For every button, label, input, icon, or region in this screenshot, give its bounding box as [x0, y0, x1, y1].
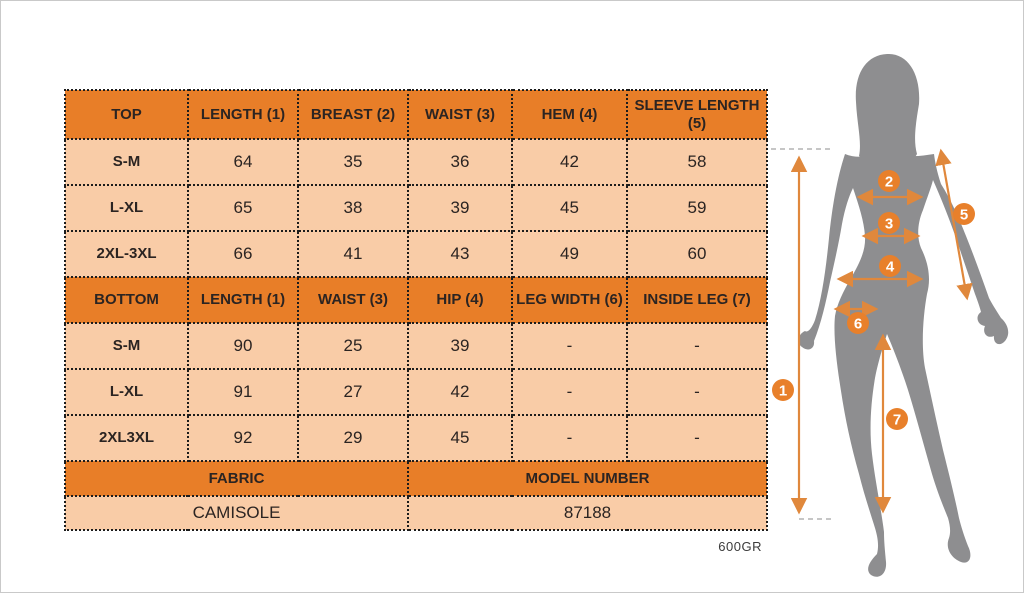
- header-cell: SLEEVE LENGTH (5): [626, 89, 768, 140]
- info-header-row: FABRIC MODEL NUMBER: [64, 460, 768, 497]
- header-cell: MODEL NUMBER: [407, 460, 768, 497]
- footnote: 600GR: [718, 539, 762, 554]
- value-cell: -: [511, 322, 628, 370]
- badge-1-label: 1: [779, 382, 787, 399]
- header-cell: WAIST (3): [407, 89, 513, 140]
- silhouette-body: [798, 132, 1009, 577]
- value-cell: 36: [407, 138, 513, 186]
- table-row: 2XL-3XL 66 41 43 49 60: [64, 230, 768, 278]
- size-cell: 2XL-3XL: [64, 230, 189, 278]
- bottom-header-row: BOTTOM LENGTH (1) WAIST (3) HIP (4) LEG …: [64, 276, 768, 324]
- value-cell: 49: [511, 230, 628, 278]
- table-row: 2XL3XL 92 29 45 - -: [64, 414, 768, 462]
- badge-6: 6: [847, 312, 869, 334]
- badge-5: 5: [953, 203, 975, 225]
- size-cell: 2XL3XL: [64, 414, 189, 462]
- value-cell: 91: [187, 368, 299, 416]
- header-cell: WAIST (3): [297, 276, 409, 324]
- badge-6-label: 6: [854, 315, 862, 332]
- arrow-sleeve-5: [935, 148, 973, 301]
- badge-3-label: 3: [885, 215, 893, 232]
- table-row: S-M 90 25 39 - -: [64, 322, 768, 370]
- value-cell: -: [511, 368, 628, 416]
- badge-5-label: 5: [960, 206, 968, 223]
- value-cell: 42: [407, 368, 513, 416]
- table-row: L-XL 65 38 39 45 59: [64, 184, 768, 232]
- badge-7-label: 7: [893, 411, 901, 428]
- measurement-figure: 1 2 3 4 5: [771, 46, 1021, 591]
- value-cell: 58: [626, 138, 768, 186]
- value-cell: 29: [297, 414, 409, 462]
- measurement-arrows: [790, 148, 973, 515]
- silhouette-head: [855, 53, 920, 166]
- badge-7: 7: [886, 408, 908, 430]
- value-cell: -: [626, 368, 768, 416]
- value-cell: -: [626, 322, 768, 370]
- value-cell: 43: [407, 230, 513, 278]
- measurement-figure-svg: 1 2 3 4 5: [771, 53, 1009, 577]
- badge-4: 4: [879, 255, 901, 277]
- value-cell: 60: [626, 230, 768, 278]
- value-cell: 35: [297, 138, 409, 186]
- size-chart-table: TOP LENGTH (1) BREAST (2) WAIST (3) HEM …: [64, 89, 768, 531]
- header-cell: HEM (4): [511, 89, 628, 140]
- table-row: S-M 64 35 36 42 58: [64, 138, 768, 186]
- value-cell: 41: [297, 230, 409, 278]
- model-number-cell: 87188: [407, 495, 768, 531]
- badge-3: 3: [878, 212, 900, 234]
- header-cell: INSIDE LEG (7): [626, 276, 768, 324]
- value-cell: 45: [407, 414, 513, 462]
- value-cell: 27: [297, 368, 409, 416]
- value-cell: 92: [187, 414, 299, 462]
- header-cell: BREAST (2): [297, 89, 409, 140]
- size-cell: L-XL: [64, 368, 189, 416]
- measurement-badges: 1 2 3 4 5: [772, 170, 975, 430]
- header-cell: FABRIC: [64, 460, 409, 497]
- header-cell: BOTTOM: [64, 276, 189, 324]
- header-cell: LENGTH (1): [187, 276, 299, 324]
- value-cell: 90: [187, 322, 299, 370]
- badge-4-label: 4: [886, 258, 895, 275]
- top-header-row: TOP LENGTH (1) BREAST (2) WAIST (3) HEM …: [64, 89, 768, 140]
- header-cell: LENGTH (1): [187, 89, 299, 140]
- value-cell: 38: [297, 184, 409, 232]
- badge-2-label: 2: [885, 173, 893, 190]
- header-cell: TOP: [64, 89, 189, 140]
- header-cell: LEG WIDTH (6): [511, 276, 628, 324]
- size-cell: L-XL: [64, 184, 189, 232]
- value-cell: -: [626, 414, 768, 462]
- female-silhouette: [798, 53, 1009, 577]
- size-cell: S-M: [64, 322, 189, 370]
- value-cell: 45: [511, 184, 628, 232]
- fabric-value-cell: CAMISOLE: [64, 495, 409, 531]
- value-cell: 65: [187, 184, 299, 232]
- value-cell: 66: [187, 230, 299, 278]
- badge-2: 2: [878, 170, 900, 192]
- size-cell: S-M: [64, 138, 189, 186]
- table-row: L-XL 91 27 42 - -: [64, 368, 768, 416]
- value-cell: -: [511, 414, 628, 462]
- value-cell: 59: [626, 184, 768, 232]
- badge-1: 1: [772, 379, 794, 401]
- value-cell: 39: [407, 322, 513, 370]
- value-cell: 25: [297, 322, 409, 370]
- info-value-row: CAMISOLE 87188: [64, 495, 768, 531]
- value-cell: 64: [187, 138, 299, 186]
- value-cell: 39: [407, 184, 513, 232]
- value-cell: 42: [511, 138, 628, 186]
- header-cell: HIP (4): [407, 276, 513, 324]
